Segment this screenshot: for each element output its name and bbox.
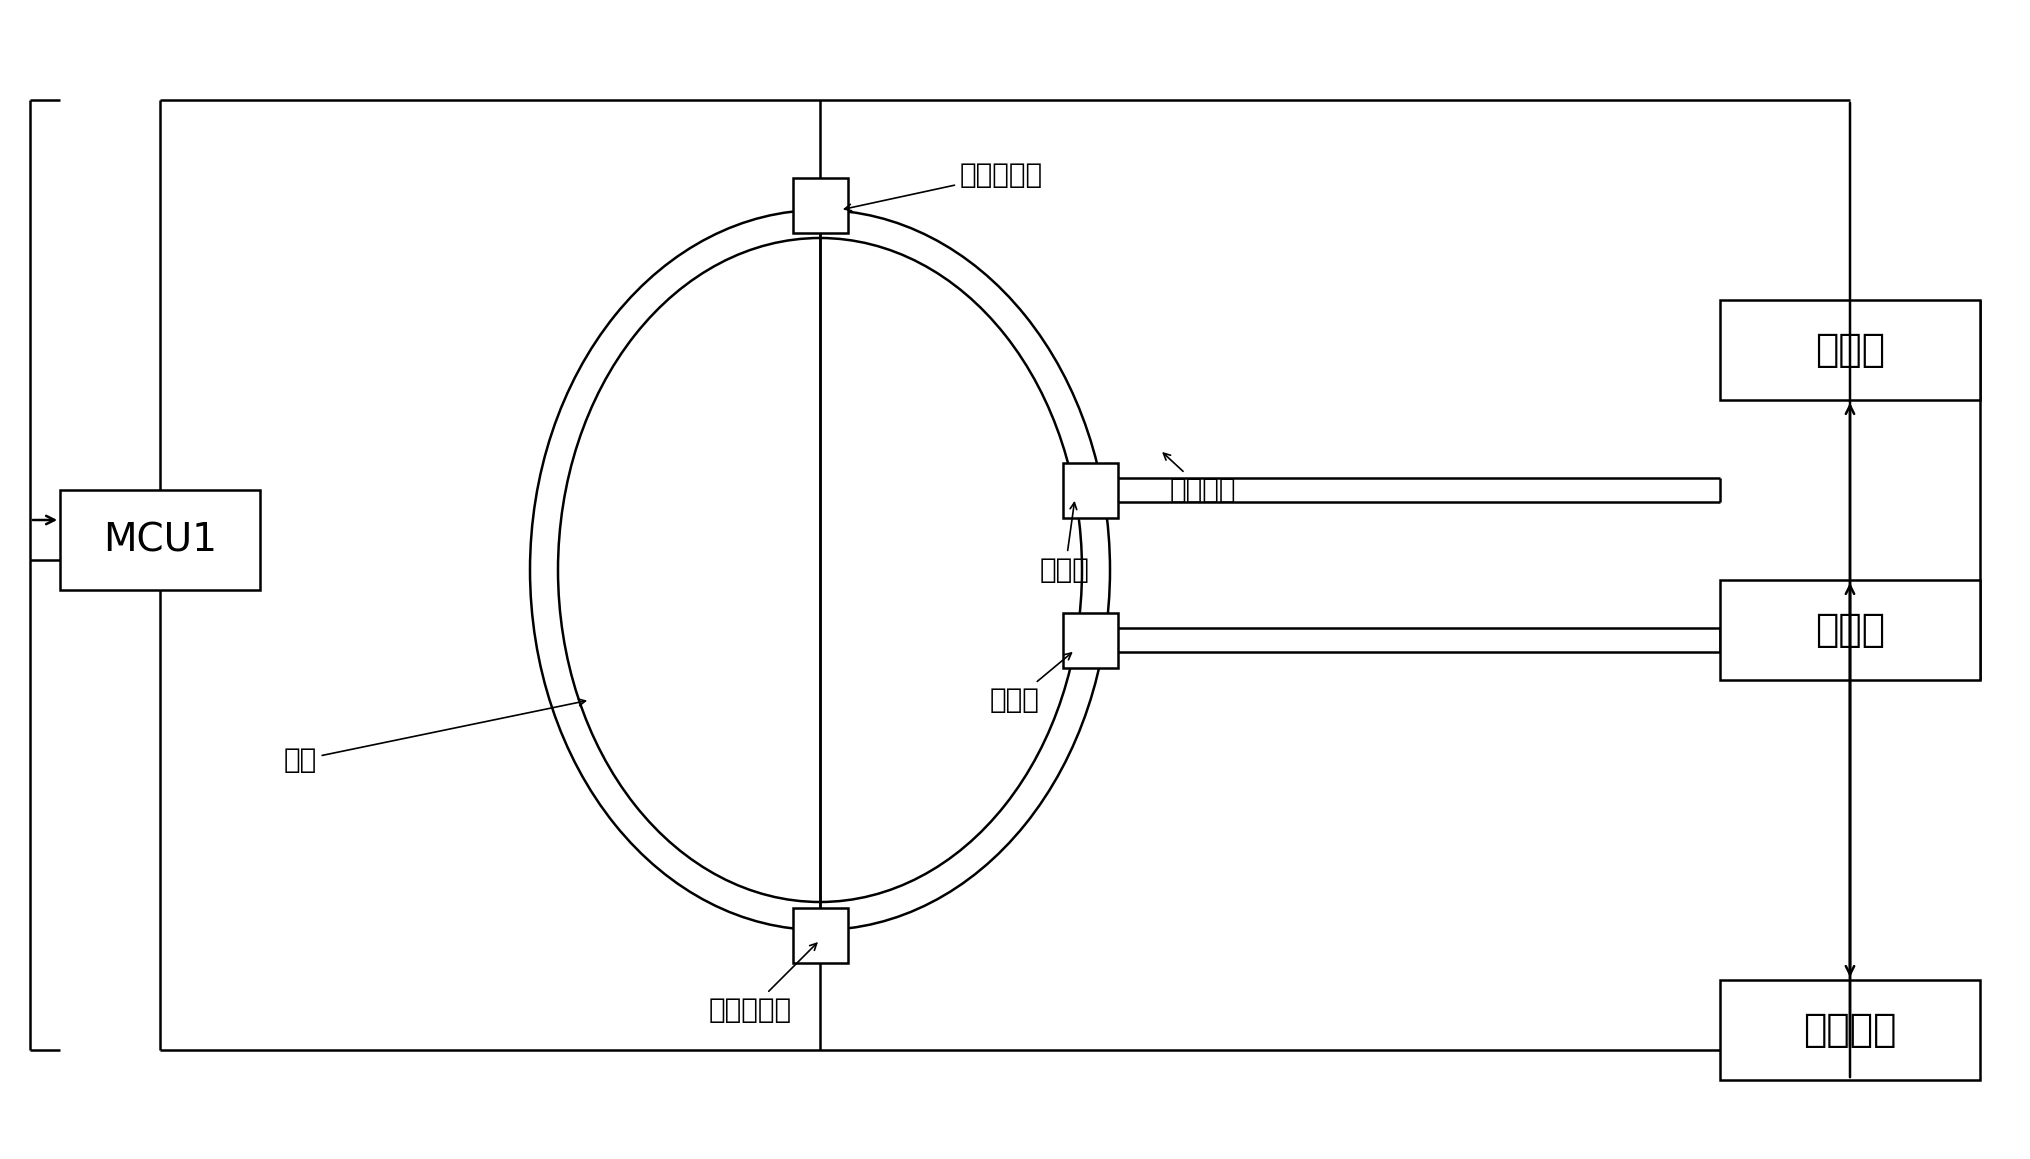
Text: 注液泵: 注液泵: [1815, 331, 1884, 369]
Text: 出液口: 出液口: [989, 653, 1072, 714]
Bar: [1719, 580, 1979, 680]
Bar: [1062, 612, 1116, 668]
Ellipse shape: [558, 238, 1082, 902]
Text: MCU1: MCU1: [104, 522, 217, 559]
Text: 压力传感器: 压力传感器: [844, 161, 1043, 211]
Bar: [1062, 462, 1116, 518]
Bar: [1719, 300, 1979, 400]
Bar: [792, 177, 847, 233]
Bar: [792, 907, 847, 962]
Text: 红外传感器: 红外传感器: [708, 943, 816, 1025]
Bar: [1719, 981, 1979, 1080]
Text: 进液口: 进液口: [1039, 503, 1090, 584]
Text: 恒温模块: 恒温模块: [1803, 1011, 1896, 1049]
Bar: [61, 490, 260, 590]
Text: 液袋: 液袋: [284, 699, 585, 774]
Text: 液体罐: 液体罐: [1815, 611, 1884, 649]
Text: 液体导管: 液体导管: [1163, 453, 1236, 504]
Ellipse shape: [530, 210, 1110, 930]
